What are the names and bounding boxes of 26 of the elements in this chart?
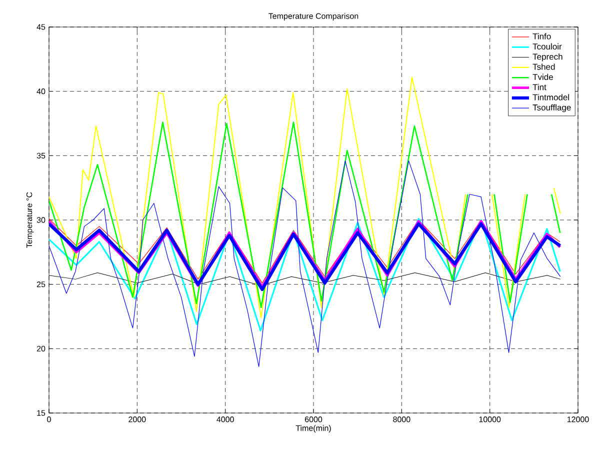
x-tick-label: 8000 (393, 416, 410, 422)
y-tick-label: 20 (36, 346, 46, 352)
y-tick-label: 35 (36, 152, 46, 158)
line-series (49, 160, 561, 367)
legend-label: Tvide (532, 74, 553, 80)
x-tick-label: 2000 (128, 416, 146, 422)
y-tick-label: 30 (36, 217, 46, 223)
x-tick-label: 12000 (567, 416, 589, 422)
chart-title: Temperature Comparison (268, 13, 358, 20)
legend-label: Tshed (532, 64, 555, 70)
legend-label: Tintmodel (532, 94, 569, 100)
legend-label: Tinfo (532, 33, 551, 40)
x-axis-title: Time(min) (296, 425, 331, 433)
x-tick-label: 10000 (479, 416, 501, 422)
y-tick-label: 45 (36, 24, 46, 30)
legend-label: Tsoufflage (532, 104, 571, 112)
x-tick-label: 0 (47, 416, 51, 422)
y-tick-label: 40 (36, 88, 46, 94)
x-tick-label: 4000 (216, 416, 234, 422)
legend-label: Tcouloir (532, 43, 562, 50)
legend-label: Teprech (532, 53, 562, 62)
y-tick-label: 15 (37, 410, 46, 416)
y-tick-label: 25 (36, 282, 46, 288)
y-axis-title: Temperature °C (26, 192, 34, 248)
legend-label: Tint (532, 84, 546, 90)
x-tick-label: 6000 (305, 416, 322, 422)
